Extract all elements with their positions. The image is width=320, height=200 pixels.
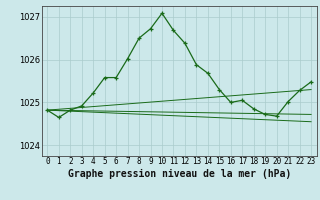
X-axis label: Graphe pression niveau de la mer (hPa): Graphe pression niveau de la mer (hPa) <box>68 169 291 179</box>
